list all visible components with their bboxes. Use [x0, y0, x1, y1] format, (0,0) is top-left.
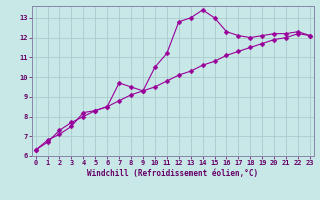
X-axis label: Windchill (Refroidissement éolien,°C): Windchill (Refroidissement éolien,°C)	[87, 169, 258, 178]
